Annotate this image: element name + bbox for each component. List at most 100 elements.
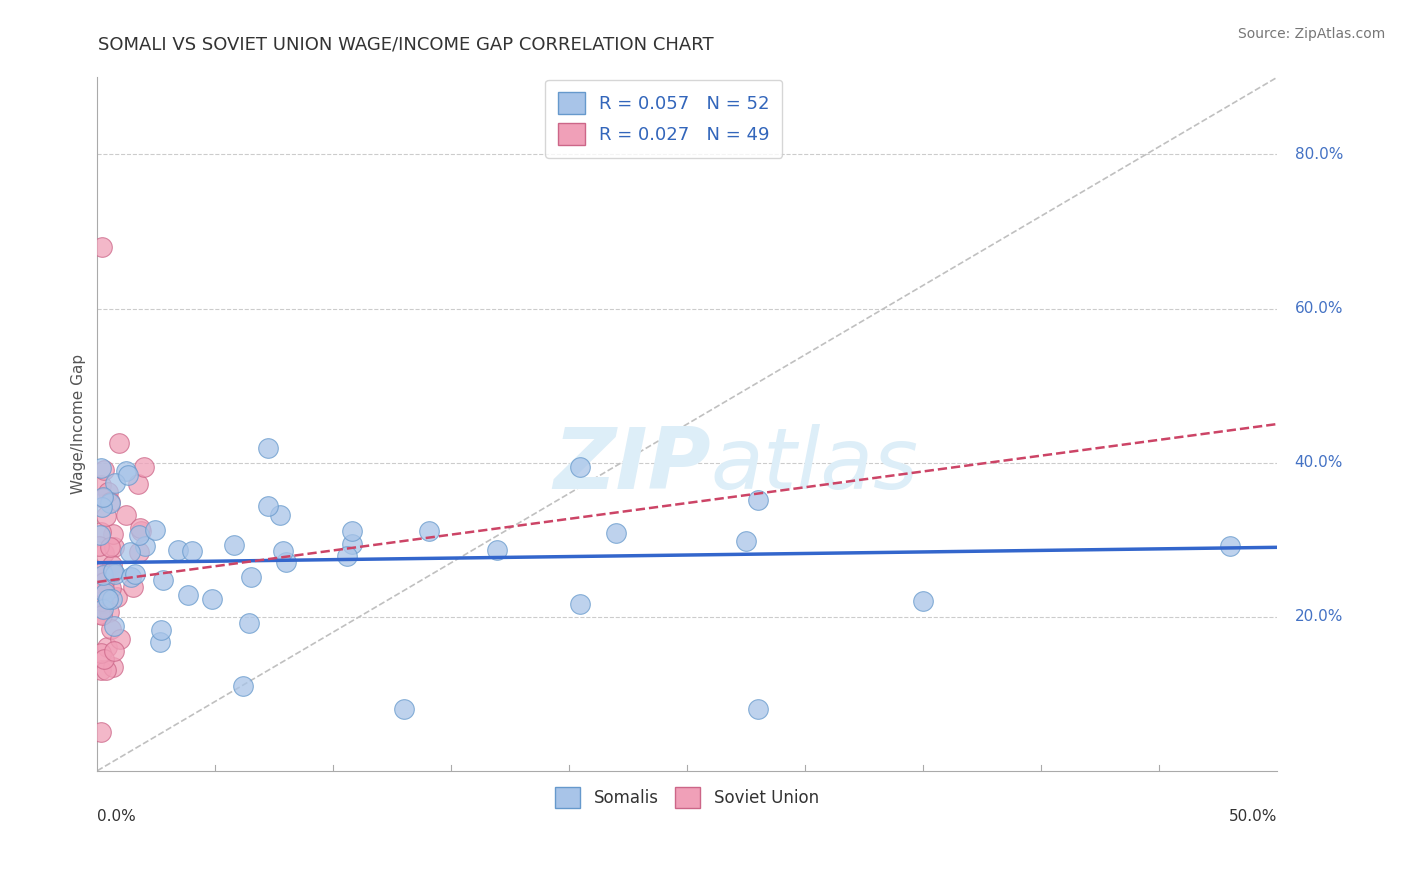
Point <box>93 546 115 560</box>
Point <box>90 477 112 491</box>
Point <box>98 496 121 510</box>
Point <box>91 608 114 623</box>
Point <box>143 524 166 538</box>
Text: 0.0%: 0.0% <box>97 809 136 824</box>
Point <box>90 663 112 677</box>
Point <box>96 508 118 523</box>
Point <box>89 586 111 600</box>
Point <box>418 524 440 538</box>
Point <box>97 592 120 607</box>
Point <box>91 240 114 254</box>
Point <box>90 646 112 660</box>
Point <box>103 659 125 673</box>
Point <box>91 594 114 608</box>
Point <box>93 575 115 590</box>
Point <box>93 652 115 666</box>
Point <box>336 549 359 563</box>
Point <box>124 566 146 581</box>
Point <box>340 536 363 550</box>
Point <box>568 598 591 612</box>
Point <box>90 725 112 739</box>
Point <box>101 527 124 541</box>
Point <box>132 460 155 475</box>
Point <box>94 567 117 582</box>
Point <box>91 490 114 504</box>
Point <box>486 542 509 557</box>
Point <box>149 635 172 649</box>
Point <box>93 582 115 596</box>
Point <box>256 441 278 455</box>
Point <box>201 592 224 607</box>
Point <box>128 544 150 558</box>
Point <box>180 544 202 558</box>
Point <box>98 540 121 554</box>
Point <box>89 539 111 553</box>
Point <box>91 601 114 615</box>
Point <box>129 524 152 539</box>
Point <box>104 475 127 490</box>
Point <box>103 618 125 632</box>
Point <box>121 580 143 594</box>
Text: 60.0%: 60.0% <box>1295 301 1343 316</box>
Point <box>90 461 112 475</box>
Point <box>100 582 122 596</box>
Point <box>90 525 112 540</box>
Point <box>134 539 156 553</box>
Point <box>747 493 769 508</box>
Point <box>271 544 294 558</box>
Point <box>115 464 138 478</box>
Point <box>100 622 122 636</box>
Point <box>91 596 114 610</box>
Point <box>98 495 121 509</box>
Point <box>105 590 128 604</box>
Point <box>392 702 415 716</box>
Text: 40.0%: 40.0% <box>1295 455 1343 470</box>
Point <box>269 508 291 522</box>
Point <box>89 576 111 591</box>
Point <box>108 436 131 450</box>
Point <box>232 679 254 693</box>
Point <box>90 579 112 593</box>
Point <box>569 460 592 475</box>
Point <box>222 537 245 551</box>
Point <box>340 524 363 539</box>
Point <box>97 485 120 500</box>
Point <box>240 570 263 584</box>
Point <box>128 528 150 542</box>
Point <box>152 573 174 587</box>
Point <box>101 566 124 580</box>
Point <box>101 558 124 573</box>
Point <box>735 534 758 549</box>
Text: atlas: atlas <box>711 425 918 508</box>
Point <box>87 588 110 602</box>
Point <box>101 565 124 579</box>
Text: ZIP: ZIP <box>553 425 711 508</box>
Point <box>91 491 114 506</box>
Point <box>117 467 139 482</box>
Point <box>104 567 127 582</box>
Text: Source: ZipAtlas.com: Source: ZipAtlas.com <box>1237 27 1385 41</box>
Point <box>93 586 115 600</box>
Point <box>94 664 117 678</box>
Text: SOMALI VS SOVIET UNION WAGE/INCOME GAP CORRELATION CHART: SOMALI VS SOVIET UNION WAGE/INCOME GAP C… <box>98 36 714 54</box>
Point <box>96 640 118 654</box>
Point <box>118 545 141 559</box>
Point <box>97 605 120 619</box>
Point <box>89 528 111 542</box>
Point <box>238 615 260 630</box>
Point <box>108 632 131 647</box>
Y-axis label: Wage/Income Gap: Wage/Income Gap <box>72 354 86 494</box>
Point <box>166 543 188 558</box>
Point <box>120 569 142 583</box>
Point <box>103 540 125 554</box>
Text: 20.0%: 20.0% <box>1295 609 1343 624</box>
Point <box>1219 539 1241 553</box>
Legend: Somalis, Soviet Union: Somalis, Soviet Union <box>548 780 825 814</box>
Point <box>257 499 280 513</box>
Point <box>747 702 769 716</box>
Point <box>101 591 124 606</box>
Point <box>91 565 114 579</box>
Point <box>177 589 200 603</box>
Point <box>149 624 172 638</box>
Point <box>129 521 152 535</box>
